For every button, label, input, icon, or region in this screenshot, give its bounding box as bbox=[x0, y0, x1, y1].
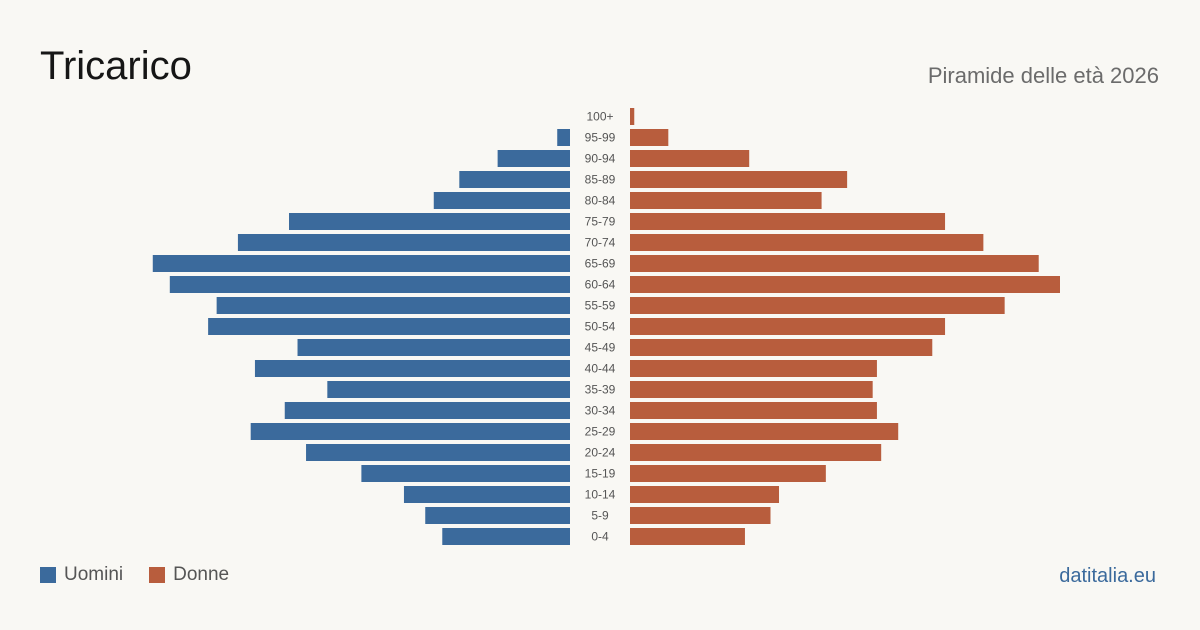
bar-men-55-59 bbox=[216, 297, 570, 314]
source-link[interactable]: datitalia.eu bbox=[1059, 565, 1156, 587]
legend-label-women: Donne bbox=[173, 564, 230, 585]
age-labels-group: 100+ 95-99 90-94 85-89 80-84 75-79 70-74 65-69 6… bbox=[585, 110, 616, 544]
bar-women-65-69 bbox=[630, 255, 1039, 272]
bar-men-20-24 bbox=[306, 444, 570, 461]
bar-women-15-19 bbox=[630, 465, 826, 482]
age-label-70-74: 70-74 bbox=[585, 236, 616, 250]
bar-men-0-4 bbox=[442, 528, 570, 545]
age-label-5-9: 5-9 bbox=[591, 509, 609, 523]
age-label-35-39: 35-39 bbox=[585, 383, 616, 397]
bar-women-35-39 bbox=[630, 381, 873, 398]
bar-men-95-99 bbox=[557, 129, 570, 146]
age-label-20-24: 20-24 bbox=[585, 446, 616, 460]
age-label-80-84: 80-84 bbox=[585, 194, 616, 208]
bar-women-50-54 bbox=[630, 318, 946, 335]
bar-women-60-64 bbox=[630, 276, 1060, 293]
bar-men-35-39 bbox=[327, 381, 570, 398]
bar-women-40-44 bbox=[630, 360, 877, 377]
bar-men-5-9 bbox=[425, 507, 570, 524]
bar-women-70-74 bbox=[630, 234, 984, 251]
bar-women-20-24 bbox=[630, 444, 882, 461]
bar-men-45-49 bbox=[297, 339, 570, 356]
age-label-50-54: 50-54 bbox=[585, 320, 616, 334]
legend-label-men: Uomini bbox=[64, 564, 124, 585]
age-label-90-94: 90-94 bbox=[585, 152, 616, 166]
legend-swatch-men bbox=[40, 567, 56, 583]
bar-men-80-84 bbox=[433, 192, 570, 209]
bar-women-25-29 bbox=[630, 423, 899, 440]
age-label-0-4: 0-4 bbox=[591, 530, 609, 544]
bar-men-15-19 bbox=[361, 465, 570, 482]
age-label-100plus: 100+ bbox=[586, 110, 613, 124]
legend-swatch-women bbox=[149, 567, 166, 583]
bar-women-10-14 bbox=[630, 486, 780, 503]
age-label-45-49: 45-49 bbox=[585, 341, 616, 355]
bar-women-30-34 bbox=[630, 402, 877, 419]
bar-men-50-54 bbox=[208, 318, 570, 335]
legend: Uomini Donne bbox=[40, 564, 255, 586]
legend-item-women: Donne bbox=[149, 564, 229, 586]
bar-men-70-74 bbox=[237, 234, 571, 251]
bar-women-80-84 bbox=[630, 192, 822, 209]
bar-men-65-69 bbox=[152, 255, 570, 272]
women-bars-group bbox=[630, 108, 1060, 545]
age-label-15-19: 15-19 bbox=[585, 467, 616, 481]
bar-women-95-99 bbox=[630, 129, 669, 146]
age-label-60-64: 60-64 bbox=[585, 278, 616, 292]
bar-women-0-4 bbox=[630, 528, 745, 545]
age-label-65-69: 65-69 bbox=[585, 257, 616, 271]
bar-women-55-59 bbox=[630, 297, 1005, 314]
age-label-40-44: 40-44 bbox=[585, 362, 616, 376]
bar-women-90-94 bbox=[630, 150, 750, 167]
bar-men-30-34 bbox=[284, 402, 570, 419]
chart-title: Tricarico bbox=[40, 44, 192, 88]
age-label-10-14: 10-14 bbox=[585, 488, 616, 502]
bar-women-75-79 bbox=[630, 213, 946, 230]
bar-men-85-89 bbox=[459, 171, 570, 188]
bar-men-90-94 bbox=[497, 150, 570, 167]
age-label-85-89: 85-89 bbox=[585, 173, 616, 187]
age-label-25-29: 25-29 bbox=[585, 425, 616, 439]
men-bars-group bbox=[152, 129, 571, 545]
bar-women-5-9 bbox=[630, 507, 771, 524]
bar-men-40-44 bbox=[254, 360, 570, 377]
age-label-30-34: 30-34 bbox=[585, 404, 616, 418]
chart-subtitle: Piramide delle età 2026 bbox=[927, 63, 1159, 88]
bar-men-75-79 bbox=[289, 213, 570, 230]
age-label-95-99: 95-99 bbox=[585, 131, 616, 145]
bar-men-25-29 bbox=[250, 423, 571, 440]
bar-men-60-64 bbox=[169, 276, 570, 293]
bar-men-10-14 bbox=[403, 486, 570, 503]
bar-women-85-89 bbox=[630, 171, 848, 188]
age-label-55-59: 55-59 bbox=[585, 299, 616, 313]
bar-women-100plus bbox=[630, 108, 635, 125]
bar-women-45-49 bbox=[630, 339, 933, 356]
age-label-75-79: 75-79 bbox=[585, 215, 616, 229]
legend-item-men: Uomini bbox=[40, 564, 123, 586]
